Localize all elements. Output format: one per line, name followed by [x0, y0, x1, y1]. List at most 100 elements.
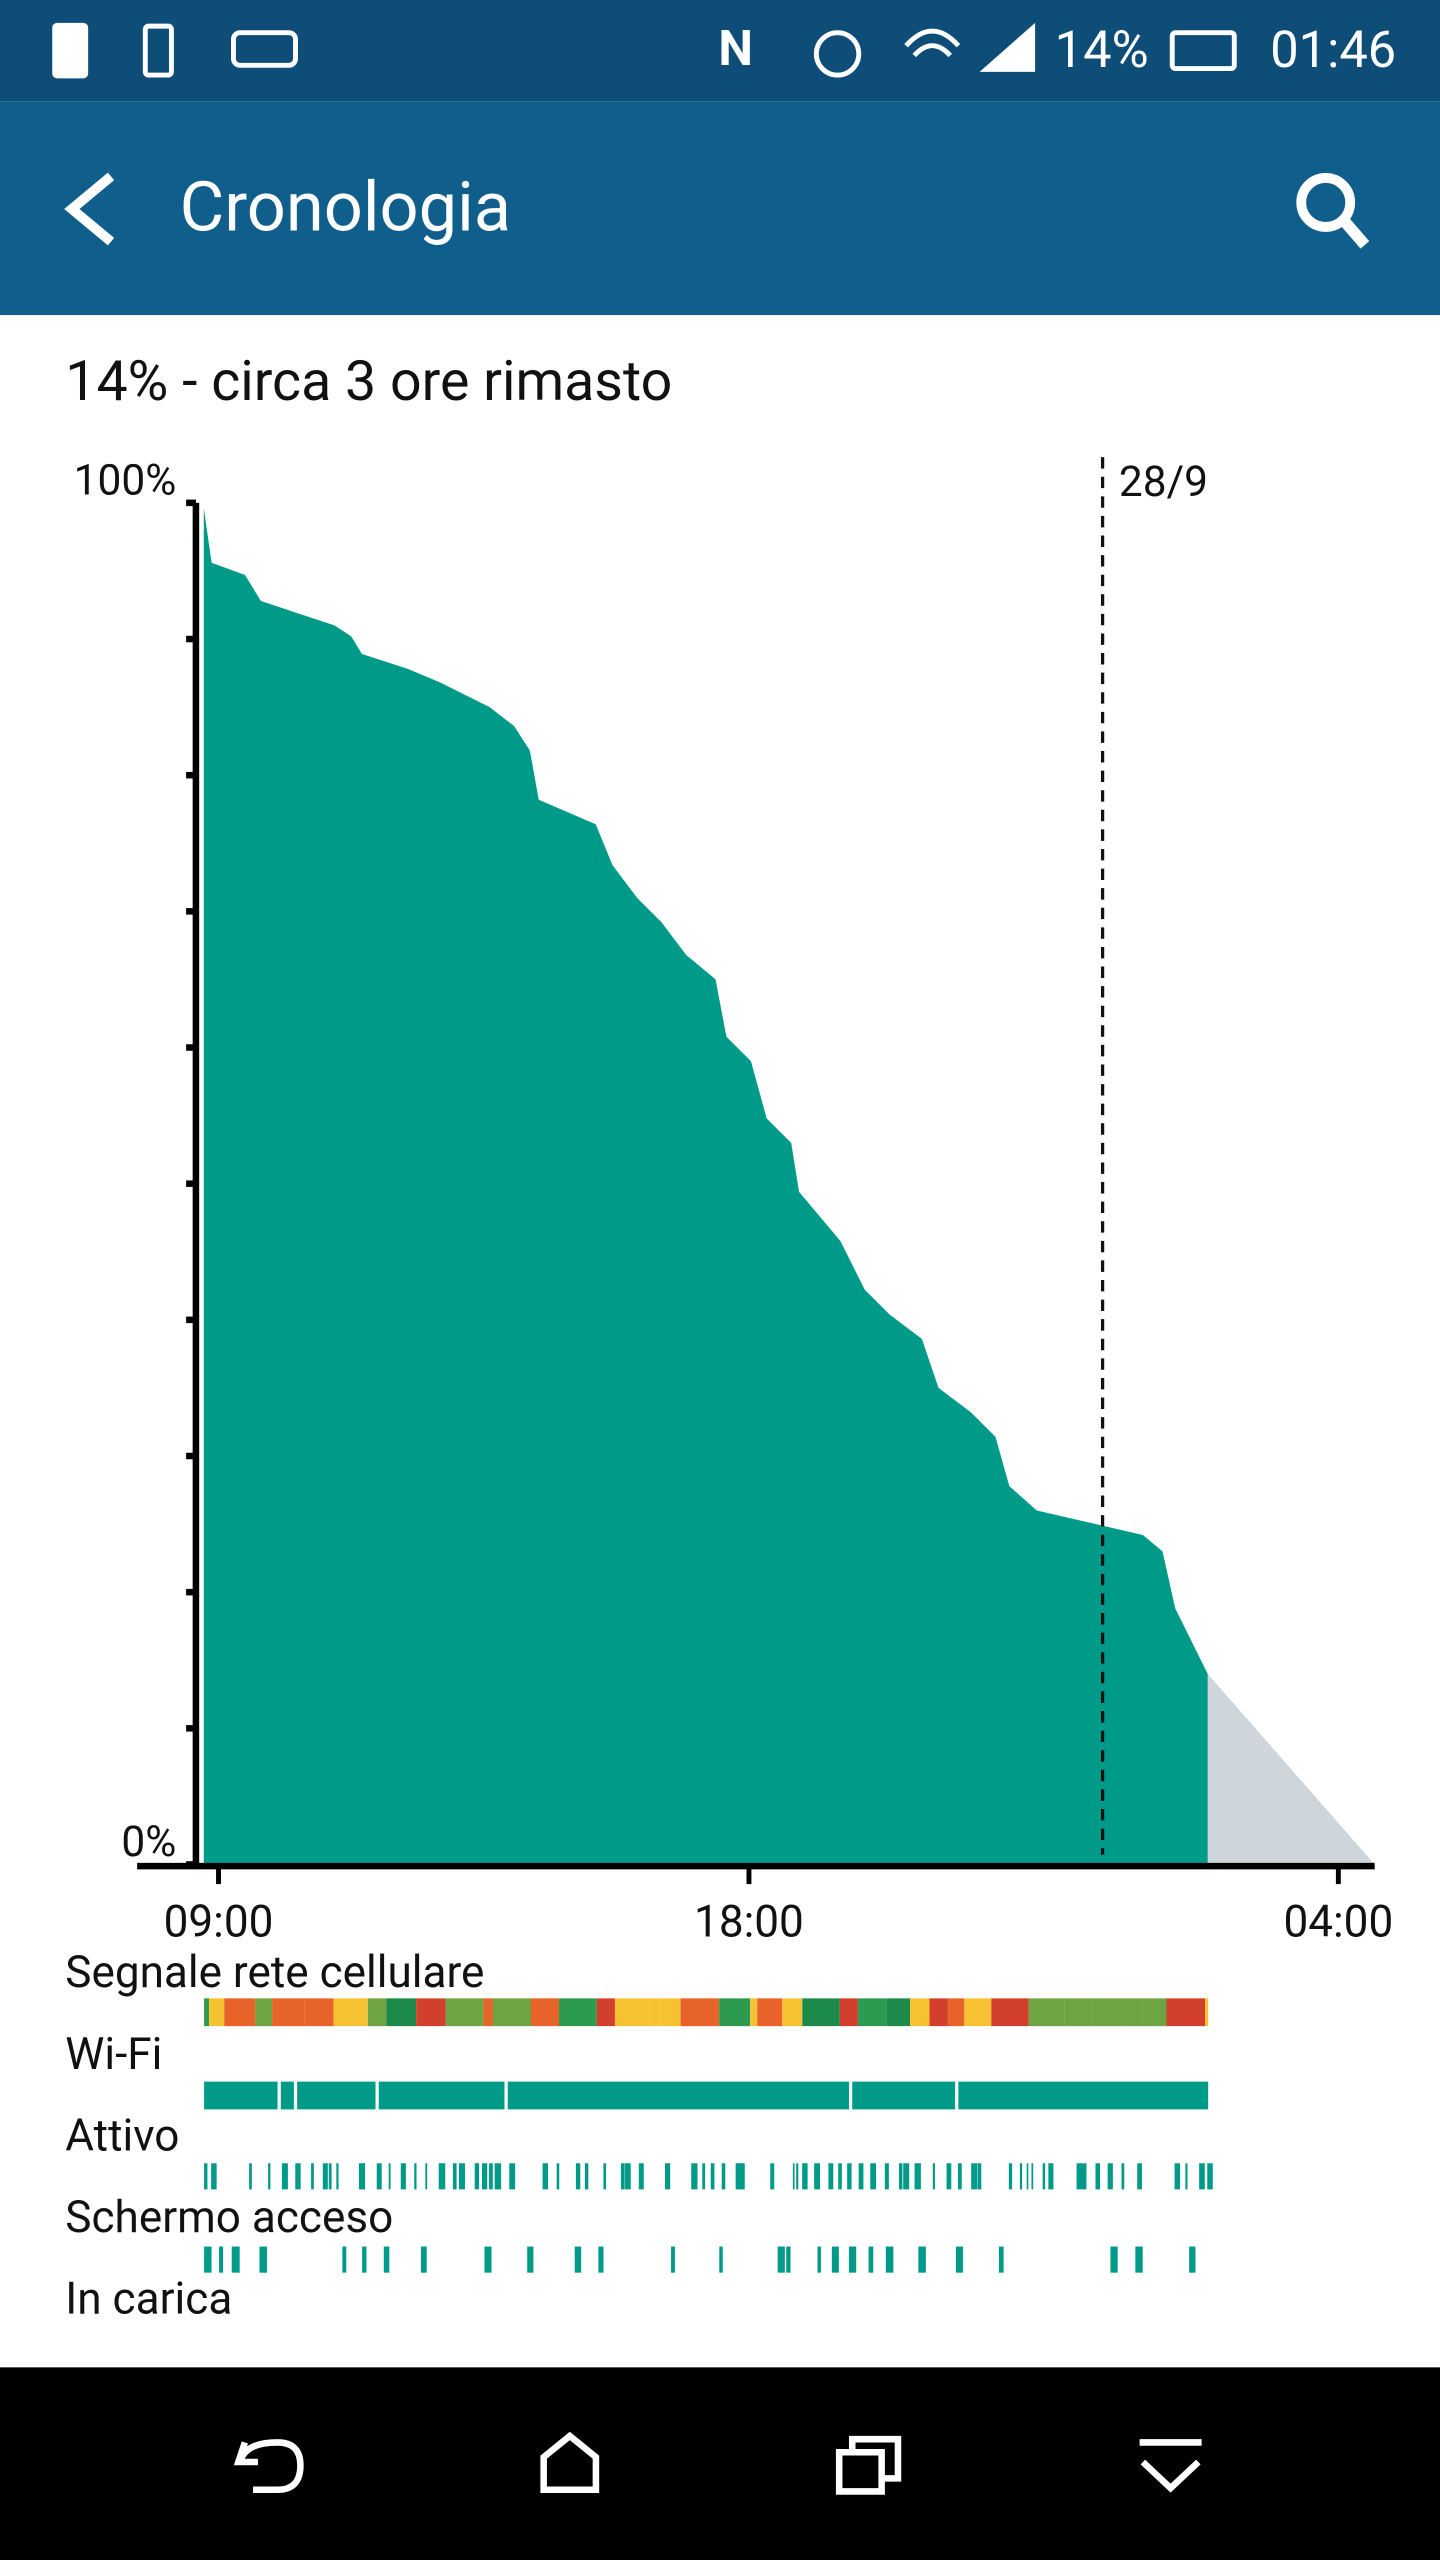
active-tick — [691, 2163, 698, 2190]
signal-segment — [680, 1998, 720, 2027]
x-tick-label: 09:00 — [164, 1896, 274, 1948]
y-tick-label: 100% — [74, 456, 177, 505]
forecast-area — [1207, 1673, 1375, 1865]
screen-tick — [848, 2246, 857, 2273]
active-tick — [814, 2163, 820, 2190]
nav-recents[interactable] — [835, 2435, 902, 2495]
active-tick — [414, 2163, 417, 2190]
active-tick — [1026, 2163, 1029, 2190]
active-tick — [977, 2163, 982, 2190]
app-bar — [0, 101, 1440, 316]
active-tick — [638, 2163, 644, 2190]
active-tick — [584, 2163, 589, 2190]
active-tick — [858, 2163, 864, 2190]
screen-tick — [1135, 2246, 1143, 2273]
active-tick — [362, 2163, 365, 2190]
signal-segment — [1028, 1998, 1065, 2027]
active-tick — [1207, 2163, 1213, 2190]
active-tick — [322, 2163, 328, 2190]
active-tick — [204, 2163, 208, 2190]
active-tick — [702, 2163, 706, 2190]
active-tick — [459, 2163, 465, 2190]
screen-tick — [955, 2246, 963, 2273]
active-tick — [740, 2163, 745, 2190]
active-tick — [452, 2163, 457, 2190]
screen-tick — [786, 2246, 791, 2273]
nav-bar — [0, 2367, 1440, 2560]
screen-tick — [831, 2246, 839, 2273]
x-tick-label: 04:00 — [1283, 1896, 1393, 1948]
summary: 14% - circa 3 ore rimasto — [65, 349, 672, 414]
signal-segment — [614, 1998, 650, 2027]
app-title: Cronologia — [180, 166, 511, 247]
track-label: Schermo acceso — [65, 2191, 393, 2243]
active-tick — [721, 2163, 726, 2190]
active-tick — [400, 2163, 406, 2190]
nav-back[interactable] — [233, 2439, 304, 2494]
screen-tick — [362, 2246, 367, 2273]
active-tick — [268, 2163, 271, 2190]
wifi-gap — [293, 2081, 298, 2110]
wifi-gap — [277, 2081, 281, 2110]
screen-tick — [868, 2246, 874, 2273]
nav-menu[interactable] — [1139, 2439, 1202, 2493]
clock: 01:46 — [1270, 21, 1396, 80]
active-tick — [249, 2163, 252, 2190]
active-tick — [884, 2163, 889, 2190]
active-tick — [903, 2163, 910, 2190]
active-tick — [556, 2163, 560, 2190]
active-tick — [494, 2163, 502, 2190]
active-tick — [489, 2163, 493, 2190]
screen-tick — [383, 2246, 390, 2273]
signal-segment — [255, 1998, 273, 2027]
wifi-bar — [204, 2081, 1209, 2110]
active-tick — [1121, 2163, 1125, 2190]
active-tick — [946, 2163, 952, 2190]
track-label: Attivo — [65, 2109, 179, 2161]
signal-segment — [910, 1998, 930, 2027]
active-tick — [575, 2163, 581, 2190]
track-label: Segnale rete cellulare — [65, 1946, 484, 1998]
active-tick — [971, 2163, 978, 2190]
active-tick — [1174, 2163, 1181, 2190]
search-button[interactable] — [1296, 173, 1370, 249]
signal-segment — [1092, 1998, 1121, 2027]
screen-tick — [204, 2246, 212, 2273]
active-tick — [295, 2163, 301, 2190]
screen-tick — [420, 2246, 427, 2273]
back-button[interactable] — [64, 172, 115, 246]
signal-segment — [964, 1998, 992, 2027]
active-tick — [914, 2163, 921, 2190]
signal-segment — [1120, 1998, 1144, 2027]
signal-segment — [802, 1998, 840, 2027]
screen-tick — [817, 2246, 821, 2273]
signal-segment — [445, 1998, 484, 2027]
screen-tick — [574, 2246, 582, 2273]
active-tick — [792, 2163, 795, 2190]
active-tick — [376, 2163, 382, 2190]
active-tick — [620, 2163, 625, 2190]
signal-segment — [719, 1998, 751, 2027]
active-tick — [796, 2163, 799, 2190]
screen-tick — [777, 2246, 785, 2273]
wifi-gap — [375, 2081, 379, 2110]
active-tick — [625, 2163, 631, 2190]
wifi-gap — [955, 2081, 959, 2110]
active-tick — [358, 2163, 366, 2190]
track-label: Wi-Fi — [65, 2028, 162, 2080]
screen-tick — [918, 2246, 926, 2273]
y-tick-label: 0% — [121, 1818, 176, 1867]
active-tick — [899, 2163, 903, 2190]
active-tick — [665, 2163, 671, 2190]
signal-segment — [204, 1998, 209, 2027]
signal-segment — [839, 1998, 858, 2027]
nav-home[interactable] — [540, 2431, 600, 2494]
screen-tick — [598, 2246, 604, 2273]
active-tick — [802, 2163, 808, 2190]
active-tick — [838, 2163, 842, 2190]
signal-segment — [757, 1998, 783, 2027]
active-tick — [542, 2163, 549, 2190]
signal-segment — [596, 1998, 615, 2027]
